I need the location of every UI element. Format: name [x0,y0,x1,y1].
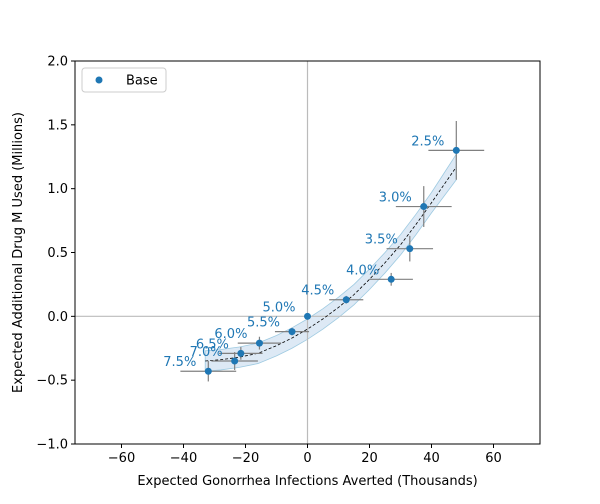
legend-entry-base: Base [126,74,158,89]
x-tick-label: 60 [485,451,502,466]
x-tick-label: −60 [108,451,135,466]
data-point [204,367,212,375]
data-point [304,312,311,320]
x-tick-label: 40 [423,451,440,466]
data-point [231,357,239,365]
point-label: 3.0% [379,191,412,206]
legend-box [81,67,167,93]
x-tick-label: 20 [361,451,378,466]
x-tick-label: −40 [170,451,197,466]
point-label: 4.0% [346,263,379,278]
data-point [288,328,296,336]
x-axis-title: Expected Gonorrhea Infections Averted (T… [137,474,477,489]
y-tick-label: 1.0 [47,182,68,197]
point-label: 7.0% [190,345,223,360]
y-tick-label: −0.5 [36,374,68,389]
point-labels: 2.5% 3.0% 3.5% 4.0% 4.5% 5.0%5.5%6.0%6.5%7.0%… [163,134,444,370]
y-axis-ticks: −1.0 −0.5 0.0 0.5 1.0 1.5 2.0 [36,55,75,453]
legend: Base [81,67,167,93]
point-label: 4.5% [301,284,334,299]
fit-curve-line [205,166,457,362]
point-label: 6.0% [214,327,247,342]
x-axis-ticks: −60 −40 −20 0 20 40 60 [108,444,502,466]
data-point [255,339,263,347]
data-point [420,203,428,211]
data-points [204,146,460,375]
y-tick-label: 0.0 [47,310,68,325]
data-point [237,349,245,357]
point-label: 5.5% [247,316,280,331]
y-tick-label: −1.0 [36,438,68,453]
fit-curve [205,166,457,362]
y-axis-title: Expected Additional Drug M Used (Million… [11,112,26,393]
point-label: 5.0% [262,300,295,315]
point-label: 3.5% [365,233,398,248]
y-tick-label: 2.0 [47,55,68,70]
data-point [406,245,414,253]
data-point [342,296,350,304]
point-label: 6.5% [196,337,229,352]
reference-lines [75,61,540,444]
data-point [452,146,460,154]
data-point [387,275,395,283]
point-label: 7.5% [163,355,196,370]
legend-marker [95,76,103,84]
y-tick-label: 1.5 [47,118,68,133]
point-label: 2.5% [411,134,444,149]
x-tick-label: 0 [303,451,311,466]
x-tick-label: −20 [232,451,259,466]
y-tick-label: 0.5 [47,246,68,261]
